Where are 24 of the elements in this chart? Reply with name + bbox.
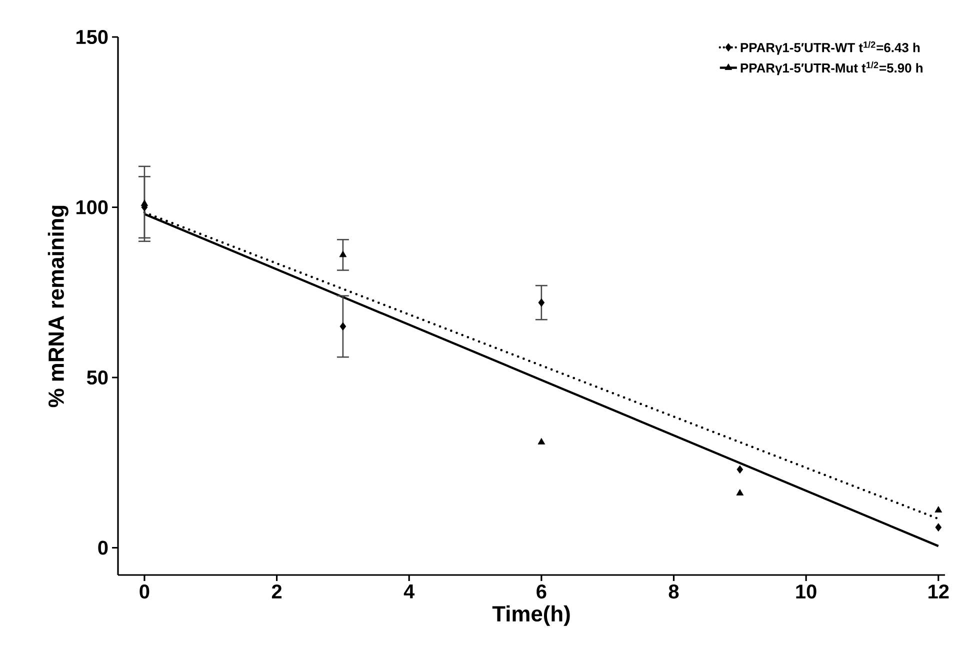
- point: [538, 438, 546, 444]
- legend-label: PPARγ1-5′UTR-Mut t$^{1/2}$=5.90 h: [740, 62, 922, 76]
- point: [339, 250, 347, 258]
- point: [736, 465, 744, 474]
- legend-label: PPARγ1-5′UTR-WT t$^{1/2}$=6.43 h: [740, 41, 920, 55]
- point: [538, 298, 545, 307]
- y-tick-label: 0: [98, 540, 108, 555]
- x-axis-title: Time(h): [492, 605, 570, 626]
- x-tick-label: 0: [140, 584, 150, 599]
- point: [935, 523, 942, 532]
- point: [736, 489, 744, 496]
- point: [340, 322, 346, 331]
- x-tick-label: 4: [404, 584, 415, 598]
- y-tick-label: 50: [86, 370, 108, 385]
- x-tick-label: 10: [796, 584, 816, 599]
- y-tick-label: 150: [76, 30, 108, 44]
- x-tick-label: 8: [668, 584, 679, 599]
- point: [140, 200, 148, 206]
- x-tick-label: 2: [272, 584, 282, 598]
- point: [934, 506, 942, 512]
- x-tick-label: 6: [536, 584, 546, 599]
- y-axis-title: % mRNA remaining: [48, 206, 68, 408]
- x-tick-label: 12: [928, 584, 949, 598]
- y-tick-label: 100: [76, 200, 108, 214]
